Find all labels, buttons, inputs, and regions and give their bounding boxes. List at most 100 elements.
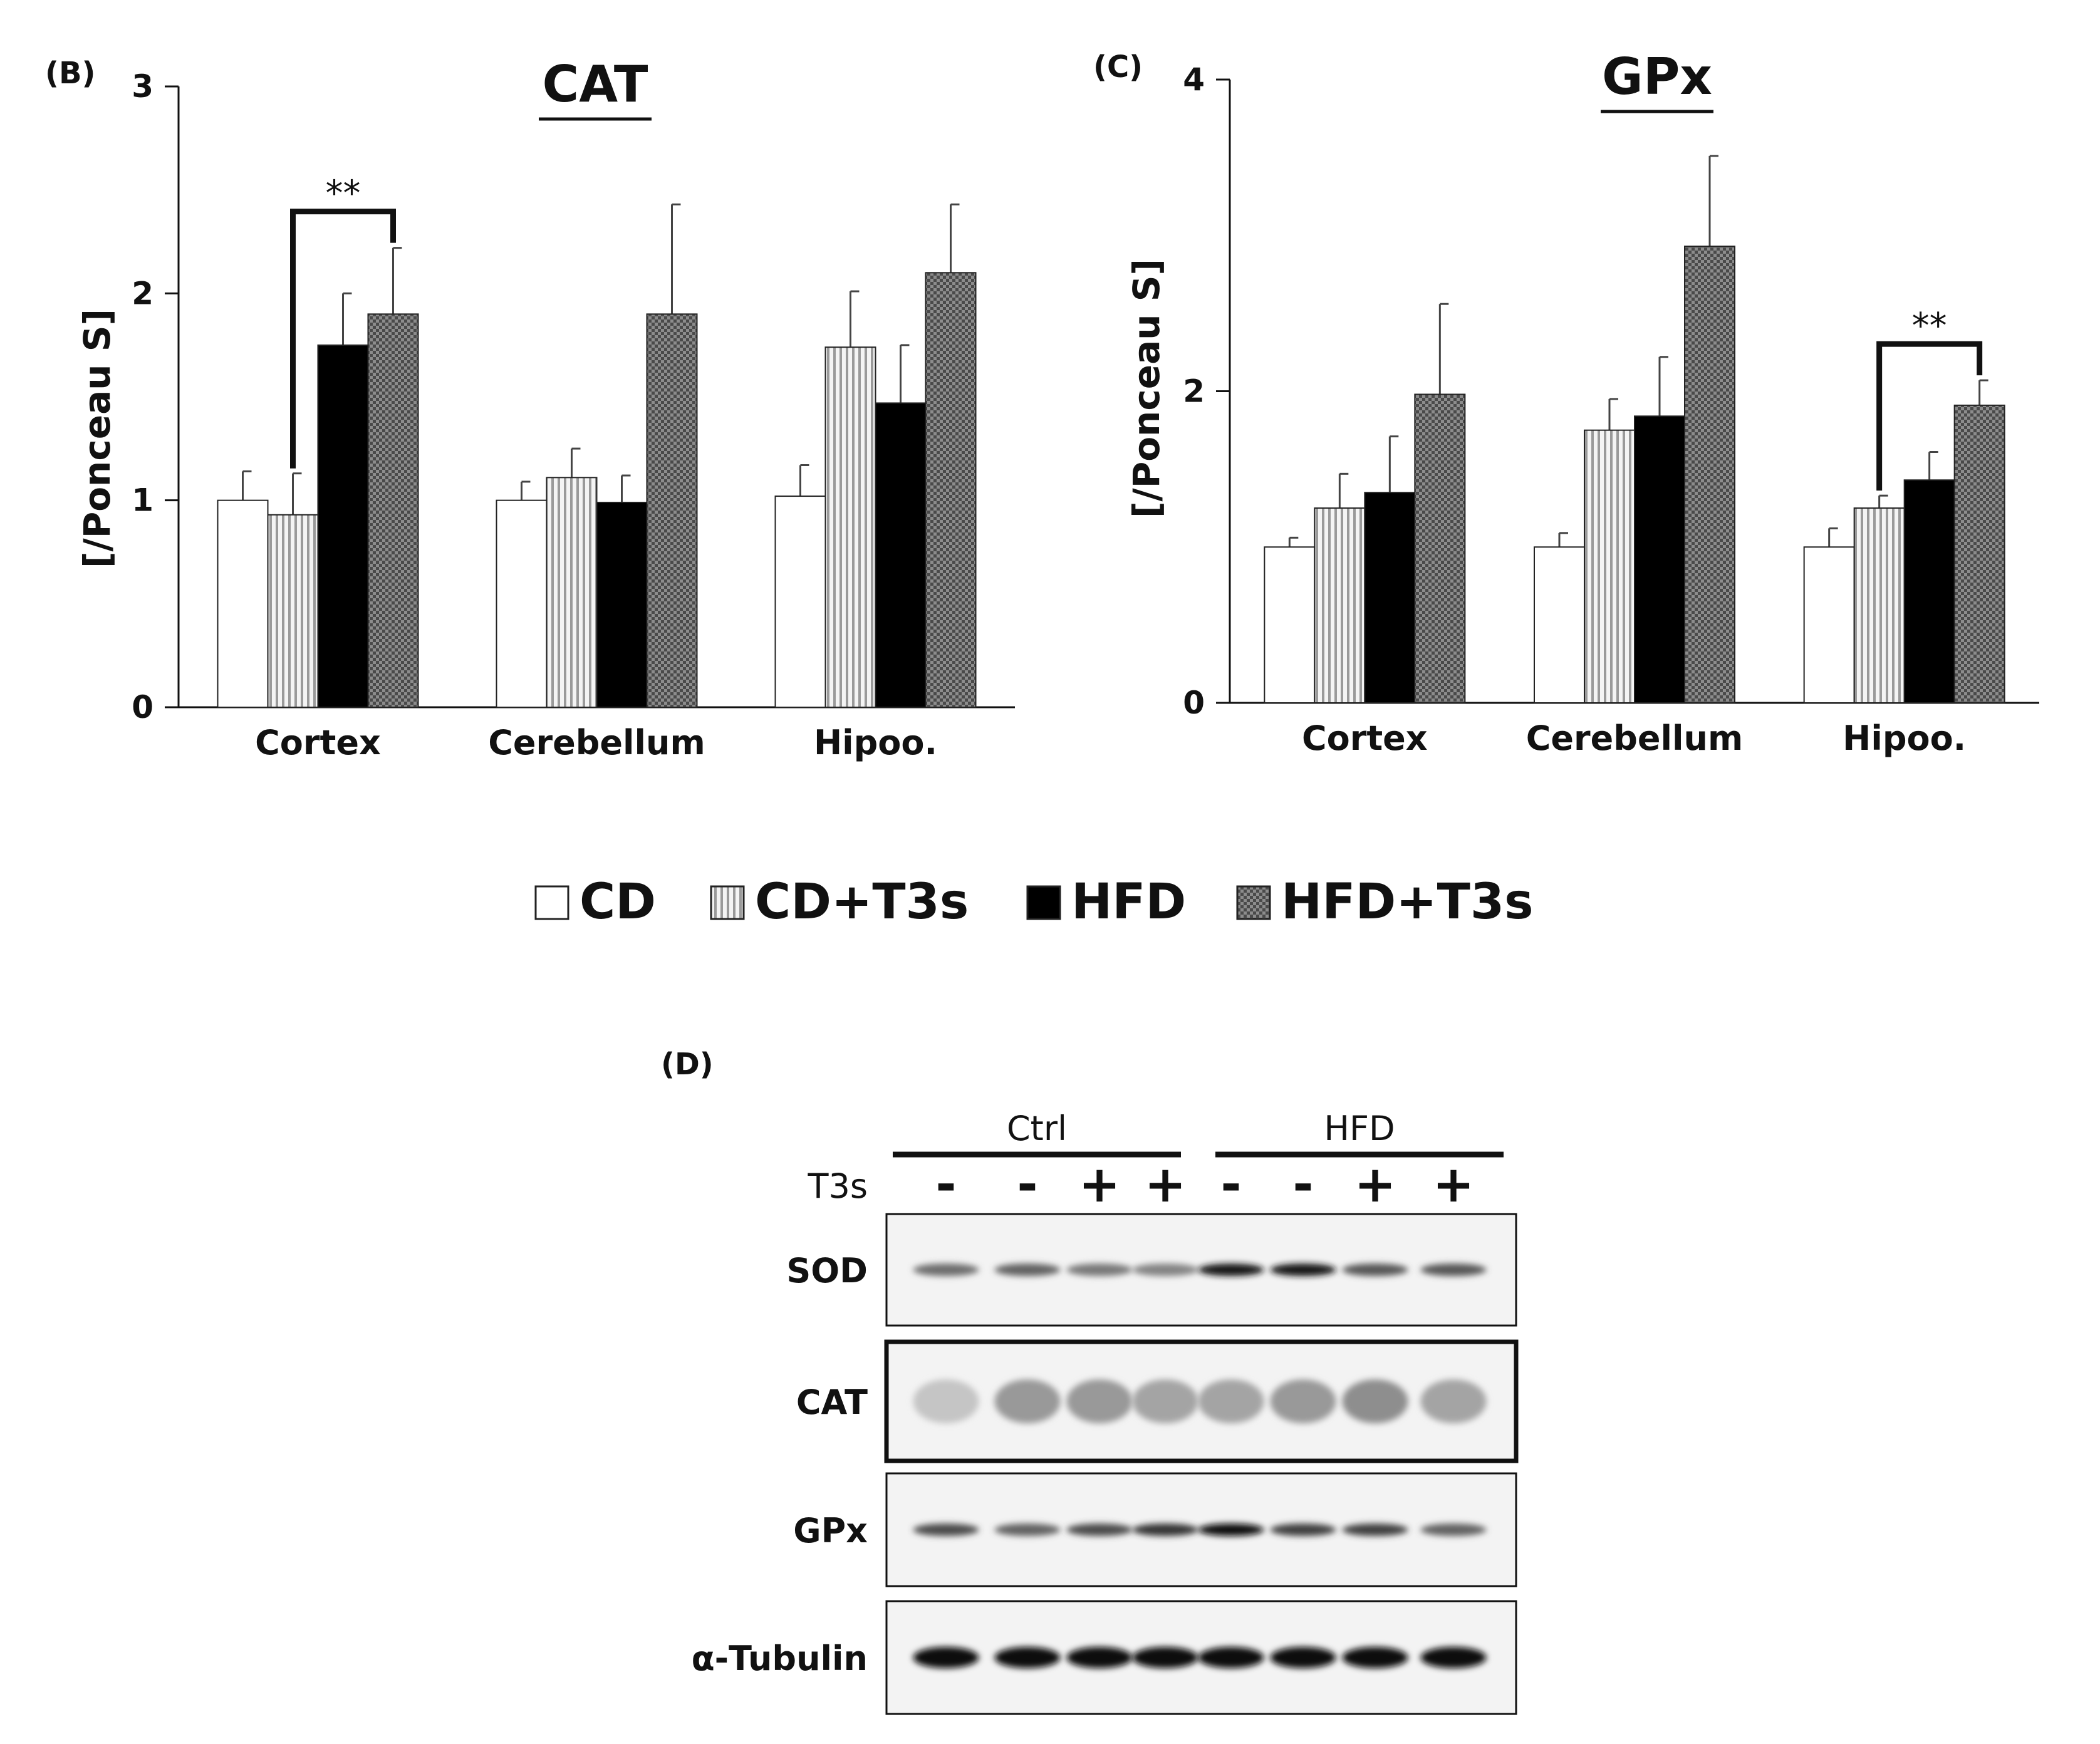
cat-y-axis-label: [/Ponceau S] [76,309,118,568]
blot-band-gpx [1198,1523,1264,1536]
gpx-bar-hfd-t3s-cortex [1414,393,1466,703]
cat-bar-hfd-t3s-cerebellum [646,313,698,708]
blot-band-tubulin [913,1647,979,1668]
blot-band-gpx [994,1523,1061,1536]
blot-treatment-sign: - [1292,1155,1313,1213]
gpx-bar-cd-cortex [1264,546,1316,703]
legend-swatch-cd [534,885,569,920]
blot-band-cat [994,1379,1061,1423]
blot-band-tubulin [1420,1647,1487,1668]
legend-label-hfd: HFD [1071,874,1186,930]
gpx-bar-hfd-t3s-cerebellum [1684,246,1735,704]
blot-treatment-sign: - [935,1155,956,1213]
cat-significance-label: ** [326,174,361,214]
blot-band-cat [1132,1379,1198,1423]
blot-band-gpx [1342,1523,1408,1536]
cat-x-tick-label-cortex: Cortex [255,723,381,762]
gpx-bar-hfd-cortex [1364,492,1416,703]
blot-band-sod [994,1264,1061,1276]
cat-bar-cd-cerebellum [496,499,548,708]
blot-treatment-sign: + [1432,1155,1474,1213]
gpx-bar-cd-t3s-cortex [1314,507,1366,703]
blot-band-cat [913,1379,979,1423]
gpx-x-tick-label-hipoo: Hipoo. [1843,719,1966,758]
cat-plot-area: 0 1 2 3 Cortex Cerebellum Hipoo. ** [132,68,1015,762]
blot-row-label-gpx: GPx [793,1511,868,1550]
gpx-y-tick-label: 2 [1183,373,1205,410]
blot-band-sod [1342,1264,1408,1276]
legend-swatch-cd-t3s [710,885,745,920]
blot-band-gpx [1270,1523,1336,1536]
gpx-bar-hfd-hipoo [1903,479,1955,703]
blot-row-label-tubulin: α-Tubulin [692,1639,868,1678]
cat-x-tick-label-hipoo: Hipoo. [814,723,937,762]
cat-bar-hfd-hipoo [875,402,927,708]
legend-swatch-hfd-t3s [1236,885,1271,920]
gpx-bar-cd-t3s-cerebellum [1584,429,1635,703]
cat-bar-cd-t3s-hipoo [824,346,876,708]
blot-group-label-hfd: HFD [1324,1109,1395,1148]
legend-label-cd: CD [580,874,656,930]
blot-band-gpx [1420,1523,1487,1536]
cat-chart: (B) CAT [/Ponceau S] 0 1 2 3 Cortex Cerebellu… [45,55,1015,762]
cat-bar-cd-t3s-cerebellum [546,477,598,708]
blot-band-tubulin [994,1647,1061,1668]
gpx-bar-cd-cerebellum [1534,546,1585,703]
cat-bar-hfd-cortex [317,344,369,708]
gpx-y-tick-label: 4 [1183,61,1205,98]
blot-treatment-sign: + [1354,1155,1396,1213]
cat-bar-hfd-cerebellum [596,501,648,708]
cat-y-tick-label: 2 [132,275,153,311]
cat-panel-label: (B) [45,56,95,91]
blot-treatment-sign: - [1220,1155,1241,1213]
cat-bar-cd-t3s-cortex [267,514,319,708]
blot-band-tubulin [1198,1647,1264,1668]
cat-bar-cd-hipoo [774,496,826,708]
blot-band-cat [1066,1379,1133,1423]
blot-row-label-sod: SOD [786,1251,868,1290]
gpx-bar-hfd-t3s-hipoo [1953,404,2005,703]
blot-band-cat [1198,1379,1264,1423]
blot-band-sod [1420,1264,1487,1276]
cat-bar-hfd-t3s-cortex [367,313,419,708]
gpx-bar-cd-hipoo [1803,546,1855,703]
blot-band-sod [913,1264,979,1276]
blot-band-sod [1198,1264,1264,1276]
gpx-y-axis-label: [/Ponceau S] [1125,259,1168,518]
cat-significance-bracket [290,209,396,469]
blot-treatment-sign: + [1144,1155,1186,1213]
gpx-y-tick-label: 0 [1183,685,1205,721]
blot-band-sod [1270,1264,1336,1276]
blot-panel-label: (D) [661,1047,714,1082]
blot-band-tubulin [1342,1647,1408,1668]
gpx-x-tick-label-cortex: Cortex [1302,719,1428,758]
blot-band-cat [1270,1379,1336,1423]
blot-band-gpx [1132,1523,1198,1536]
legend-label-cd-t3s: CD+T3s [755,874,969,930]
blot-treatment-sign: + [1078,1155,1120,1213]
blot-row-label-cat: CAT [796,1383,868,1422]
gpx-x-tick-label-cerebellum: Cerebellum [1526,719,1744,758]
gpx-significance-label: ** [1912,306,1947,346]
blot-band-gpx [913,1523,979,1536]
gpx-significance-bracket [1876,341,1983,491]
blot-band-tubulin [1132,1647,1198,1668]
blot-band-cat [1342,1379,1408,1423]
gpx-bar-hfd-cerebellum [1634,415,1685,703]
gpx-bar-cd-t3s-hipoo [1853,507,1905,703]
cat-y-tick-label: 3 [132,68,153,105]
blot-treatment-label: T3s [808,1166,868,1206]
legend: CD CD+T3s HFD HFD+T3s [534,874,1534,930]
cat-x-tick-label-cerebellum: Cerebellum [488,723,705,762]
blot-treatment-sign: - [1017,1155,1037,1213]
gpx-panel-label: (C) [1093,49,1143,85]
cat-chart-title: CAT [543,55,648,113]
legend-swatch-hfd [1026,885,1061,920]
blot-group-label-ctrl: Ctrl [1007,1109,1067,1148]
blot-band-cat [1420,1379,1487,1423]
legend-label-hfd-t3s: HFD+T3s [1281,874,1534,930]
gpx-plot-area: 0 2 4 Cortex Cerebellum Hipoo. ** [1183,61,2039,758]
blot-band-tubulin [1066,1647,1133,1668]
